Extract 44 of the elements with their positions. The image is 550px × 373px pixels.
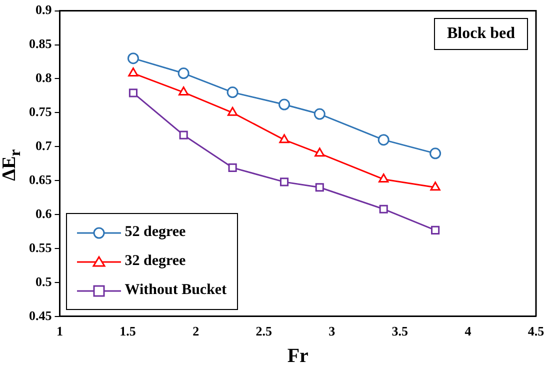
x-tick-label: 4.5 <box>528 324 545 339</box>
x-axis-title: Fr <box>287 345 309 368</box>
y-tick-label: 0.6 <box>36 206 52 221</box>
y-tick-label: 0.5 <box>36 274 52 289</box>
point <box>178 86 189 96</box>
x-tick-label: 2 <box>192 324 200 339</box>
point <box>314 108 326 120</box>
point <box>278 98 290 110</box>
x-tick-label: 3 <box>328 324 336 339</box>
point <box>127 52 139 64</box>
y-tick-label: 0.45 <box>29 308 52 323</box>
point <box>280 178 289 186</box>
point <box>228 163 237 172</box>
point <box>279 134 290 144</box>
y-tick-label: 0.75 <box>29 104 52 120</box>
point <box>227 106 238 116</box>
point <box>179 130 188 140</box>
x-tick-label: 3.5 <box>392 324 409 339</box>
point <box>226 86 238 98</box>
y-tick-label: 0.55 <box>29 240 52 255</box>
point <box>315 183 324 192</box>
point <box>431 226 440 234</box>
legend-label: 52 degree <box>124 224 186 242</box>
point <box>430 148 442 160</box>
y-tick-label: 0.85 <box>29 36 52 52</box>
point <box>378 134 390 146</box>
point <box>178 68 190 80</box>
y-tick-label: 0.65 <box>29 172 52 187</box>
point <box>430 182 440 191</box>
y-tick-label: 0.8 <box>36 70 52 86</box>
point <box>378 173 389 182</box>
legend-label: Without Bucket <box>124 282 227 300</box>
point <box>379 204 388 214</box>
annotation: Block bed <box>434 18 528 50</box>
point <box>128 68 138 77</box>
y-tick-label: 0.9 <box>36 2 52 18</box>
y-tick-label: 0.7 <box>36 138 52 153</box>
x-tick-label: 2.5 <box>256 324 272 339</box>
x-tick-label: 1.5 <box>120 324 136 339</box>
legend-label: 32 degree <box>124 253 186 270</box>
x-tick-label: 4 <box>464 324 472 339</box>
x-tick-label: 1 <box>56 324 63 339</box>
point <box>314 148 325 157</box>
point <box>128 88 138 98</box>
